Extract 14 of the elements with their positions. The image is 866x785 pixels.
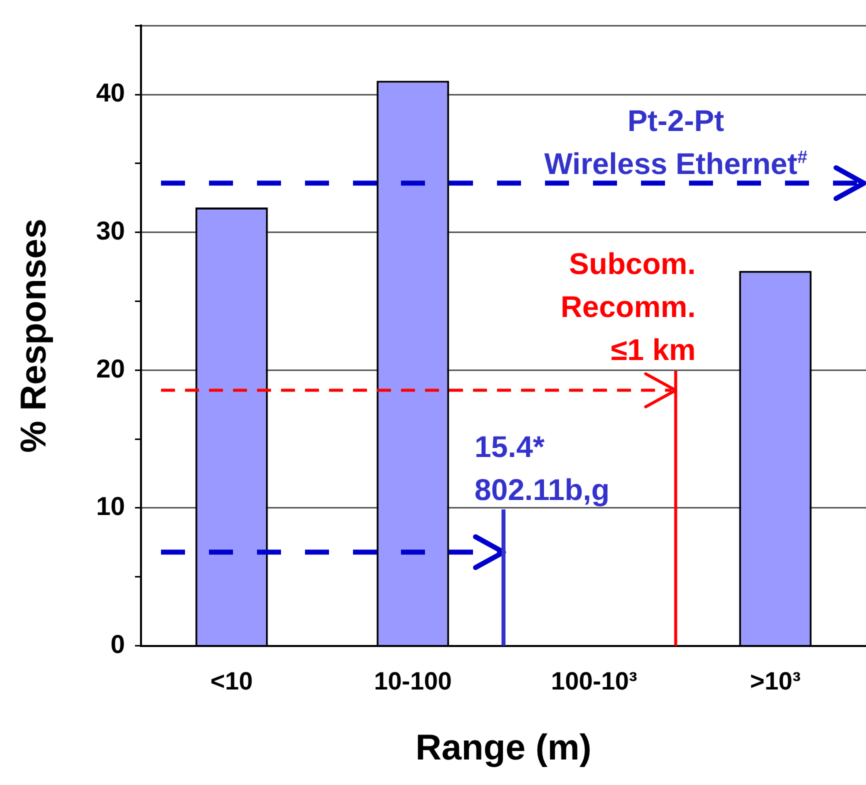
y-axis-title: % Responses: [12, 218, 54, 453]
y-tick-label: 10: [96, 491, 125, 522]
annotation: Pt-2-Pt Wireless Ethernet$^{#}$: [544, 104, 808, 183]
x-tick-label: 100-10³: [551, 668, 638, 696]
y-tick-label: 0: [110, 628, 125, 659]
x-tick-label: <10: [210, 668, 253, 696]
y-tick-label: 30: [96, 216, 125, 246]
x-axis-title: Range (m): [415, 726, 592, 768]
x-tick-label: 10-100: [374, 668, 452, 696]
y-tick-label: 20: [96, 353, 125, 384]
annotation: Subcom. Recomm. ≤1 km: [560, 246, 696, 369]
x-tick-label: >10³: [750, 668, 801, 696]
y-tick-label: 40: [96, 78, 125, 108]
annotation: 15.4* 802.11b,g: [474, 430, 610, 509]
